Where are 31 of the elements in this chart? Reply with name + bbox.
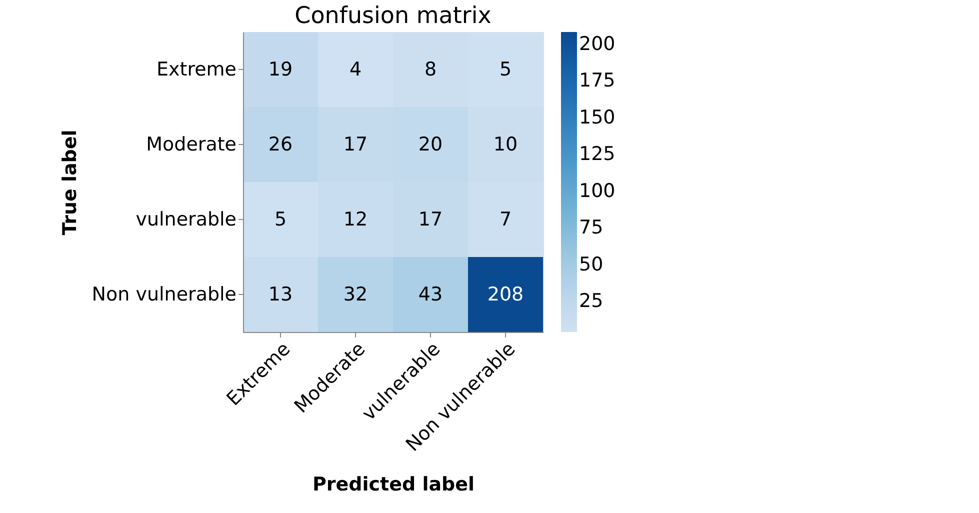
data-label: 32 — [343, 284, 368, 306]
color-bar-label: 150 — [579, 106, 616, 128]
data-label: 12 — [343, 208, 368, 230]
x-axis-title: Predicted label — [312, 473, 475, 496]
color-bar-label: 75 — [579, 216, 604, 239]
data-label: 5 — [274, 208, 287, 230]
data-label: 26 — [268, 134, 293, 156]
data-label: 7 — [499, 208, 512, 230]
data-label: 8 — [424, 58, 437, 80]
color-bar-label: 50 — [579, 253, 604, 276]
data-label: 13 — [268, 284, 293, 306]
data-label: 43 — [418, 284, 443, 306]
data-label: 20 — [418, 134, 443, 156]
y-axis-title: True label — [58, 130, 81, 236]
data-label: 17 — [343, 134, 368, 156]
chart-title: Confusion matrix — [294, 3, 492, 29]
y-tick-label: Moderate — [146, 134, 236, 156]
y-tick-label: Non vulnerable — [92, 284, 236, 306]
data-label: 208 — [487, 284, 524, 306]
color-bar-label: 125 — [579, 143, 616, 166]
data-label: 17 — [418, 208, 443, 230]
color-bar-label: 200 — [579, 32, 616, 55]
color-bar-label: 25 — [579, 290, 604, 312]
data-label: 4 — [349, 58, 362, 80]
color-bar-label: 100 — [579, 180, 616, 202]
color-bar-label: 175 — [579, 70, 616, 92]
y-tick-label: vulnerable — [136, 208, 236, 230]
data-label: 5 — [499, 58, 512, 80]
y-tick-label: Extreme — [156, 58, 236, 80]
data-label: 10 — [493, 134, 518, 156]
data-label: 19 — [268, 58, 293, 80]
